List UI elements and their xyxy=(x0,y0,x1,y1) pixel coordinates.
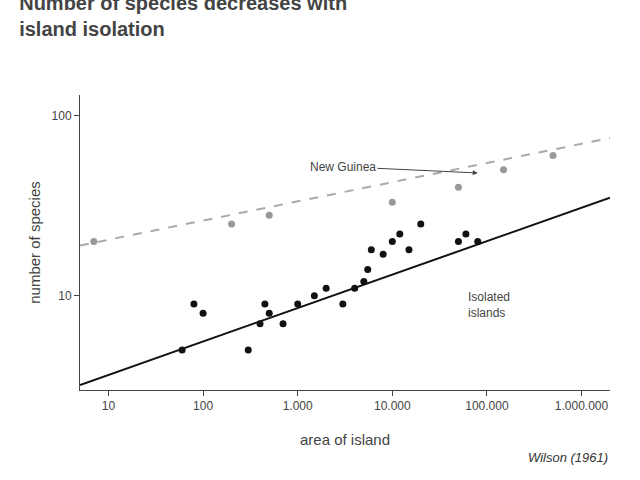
svg-text:area of island: area of island xyxy=(300,431,390,448)
svg-text:Wilson (1961): Wilson (1961) xyxy=(528,450,608,465)
svg-text:number of species: number of species xyxy=(26,181,43,304)
svg-text:10: 10 xyxy=(58,289,72,303)
svg-text:1.000: 1.000 xyxy=(283,399,313,413)
svg-text:100.000: 100.000 xyxy=(465,399,509,413)
svg-text:100: 100 xyxy=(193,399,213,413)
svg-text:10.000: 10.000 xyxy=(374,399,411,413)
svg-text:Number of species decreases wi: Number of species decreases withisland i… xyxy=(19,0,347,40)
svg-text:1.000.000: 1.000.000 xyxy=(555,399,609,413)
svg-text:10: 10 xyxy=(102,399,116,413)
svg-text:Isolatedislands: Isolatedislands xyxy=(468,290,510,320)
svg-text:New Guinea: New Guinea xyxy=(310,160,376,174)
svg-text:100: 100 xyxy=(52,109,72,123)
